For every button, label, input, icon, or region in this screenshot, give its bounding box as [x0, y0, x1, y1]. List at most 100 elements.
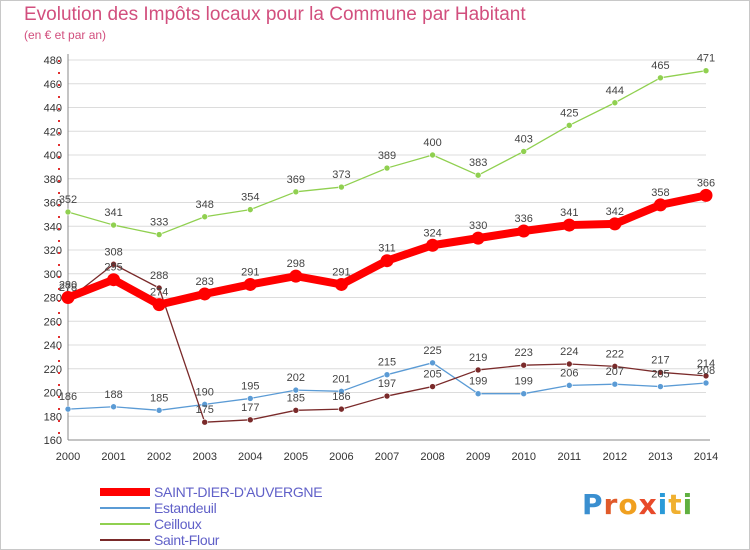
data-point: [110, 221, 117, 229]
data-label: 280: [59, 280, 77, 292]
data-point: [517, 224, 531, 238]
axis-tick-mark: [58, 408, 60, 410]
axis-tick-mark: [58, 120, 60, 122]
data-label: 341: [104, 207, 122, 219]
data-point: [292, 386, 300, 394]
axis-tick-mark: [58, 72, 60, 74]
axis-tick-mark: [58, 264, 60, 266]
y-tick-label: 280: [44, 293, 62, 305]
data-point: [702, 379, 710, 387]
data-label: 177: [241, 402, 259, 414]
data-point: [474, 390, 482, 397]
data-point: [565, 382, 573, 389]
data-label: 199: [515, 376, 533, 388]
data-point: [201, 418, 209, 426]
data-label: 186: [332, 391, 350, 403]
axis-tick-mark: [58, 192, 60, 194]
legend-swatch: [100, 539, 150, 541]
data-label: 383: [469, 157, 487, 169]
data-point: [292, 407, 300, 414]
y-tick-label: 300: [44, 269, 62, 281]
data-point: [565, 122, 573, 129]
x-tick-label: 2012: [603, 451, 627, 463]
data-label: 217: [651, 354, 669, 366]
y-tick-label: 360: [44, 198, 62, 210]
data-point: [289, 269, 303, 283]
axis-tick-mark: [58, 60, 60, 62]
data-label: 403: [515, 133, 533, 145]
axis-tick-mark: [58, 180, 60, 182]
x-tick-label: 2007: [375, 451, 399, 463]
data-label: 341: [560, 207, 578, 219]
data-label: 389: [378, 150, 396, 162]
data-label: 425: [560, 107, 578, 119]
data-point: [471, 231, 485, 245]
data-label: 186: [59, 391, 77, 403]
data-point: [699, 188, 713, 202]
x-tick-label: 2003: [192, 451, 216, 463]
y-tick-label: 380: [44, 174, 62, 186]
y-tick-label: 220: [44, 364, 62, 376]
x-tick-label: 2002: [147, 451, 171, 463]
y-tick-label: 240: [44, 340, 62, 352]
data-label: 215: [378, 357, 396, 369]
y-tick-label: 180: [44, 411, 62, 423]
data-point: [201, 213, 209, 221]
data-label: 225: [423, 345, 441, 357]
data-label: 205: [651, 369, 669, 381]
data-point: [383, 164, 391, 172]
y-tick-label: 200: [44, 388, 62, 400]
y-tick-label: 460: [44, 79, 62, 91]
y-tick-label: 420: [44, 126, 62, 138]
x-tick-label: 2011: [557, 451, 581, 463]
axis-tick-mark: [58, 300, 60, 302]
data-point: [520, 390, 528, 397]
data-label: 333: [150, 217, 168, 229]
data-label: 324: [423, 227, 441, 239]
data-label: 222: [606, 348, 624, 360]
data-label: 400: [423, 137, 441, 149]
data-point: [110, 403, 117, 411]
axis-tick-mark: [58, 336, 60, 338]
data-point: [474, 366, 482, 374]
data-point: [246, 395, 254, 402]
data-label: 219: [469, 352, 487, 364]
data-point: [152, 298, 166, 312]
data-label: 295: [104, 262, 122, 274]
data-label: 206: [560, 367, 578, 379]
data-point: [338, 388, 345, 395]
data-label: 278: [59, 282, 77, 294]
data-label: 352: [59, 194, 77, 206]
legend-swatch: [100, 488, 150, 496]
data-label: 175: [196, 404, 214, 416]
data-label: 190: [196, 386, 214, 398]
data-label: 298: [287, 258, 305, 270]
y-tick-label: 480: [44, 55, 62, 67]
data-point: [246, 206, 254, 213]
axis-tick-mark: [58, 384, 60, 386]
data-point: [338, 183, 345, 191]
data-label: 199: [469, 376, 487, 388]
data-label: 366: [697, 177, 715, 189]
data-point: [429, 383, 436, 390]
x-tick-label: 2013: [648, 451, 672, 463]
data-point: [702, 372, 710, 380]
data-point: [653, 198, 667, 212]
data-label: 342: [606, 206, 624, 218]
data-label: 471: [697, 53, 715, 65]
data-label: 283: [196, 276, 214, 288]
data-label: 330: [469, 220, 487, 232]
legend-swatch: [100, 507, 150, 509]
data-point: [611, 380, 619, 388]
data-point: [474, 171, 482, 179]
data-point: [110, 260, 117, 268]
data-point: [155, 407, 163, 414]
proxiti-logo: Proxiti: [582, 488, 694, 521]
data-point: [380, 254, 394, 268]
data-point: [608, 217, 622, 231]
data-point: [657, 74, 664, 82]
data-point: [657, 383, 664, 390]
data-label: 224: [560, 346, 578, 358]
data-point: [338, 405, 345, 413]
legend-label: Ceilloux: [154, 516, 202, 532]
